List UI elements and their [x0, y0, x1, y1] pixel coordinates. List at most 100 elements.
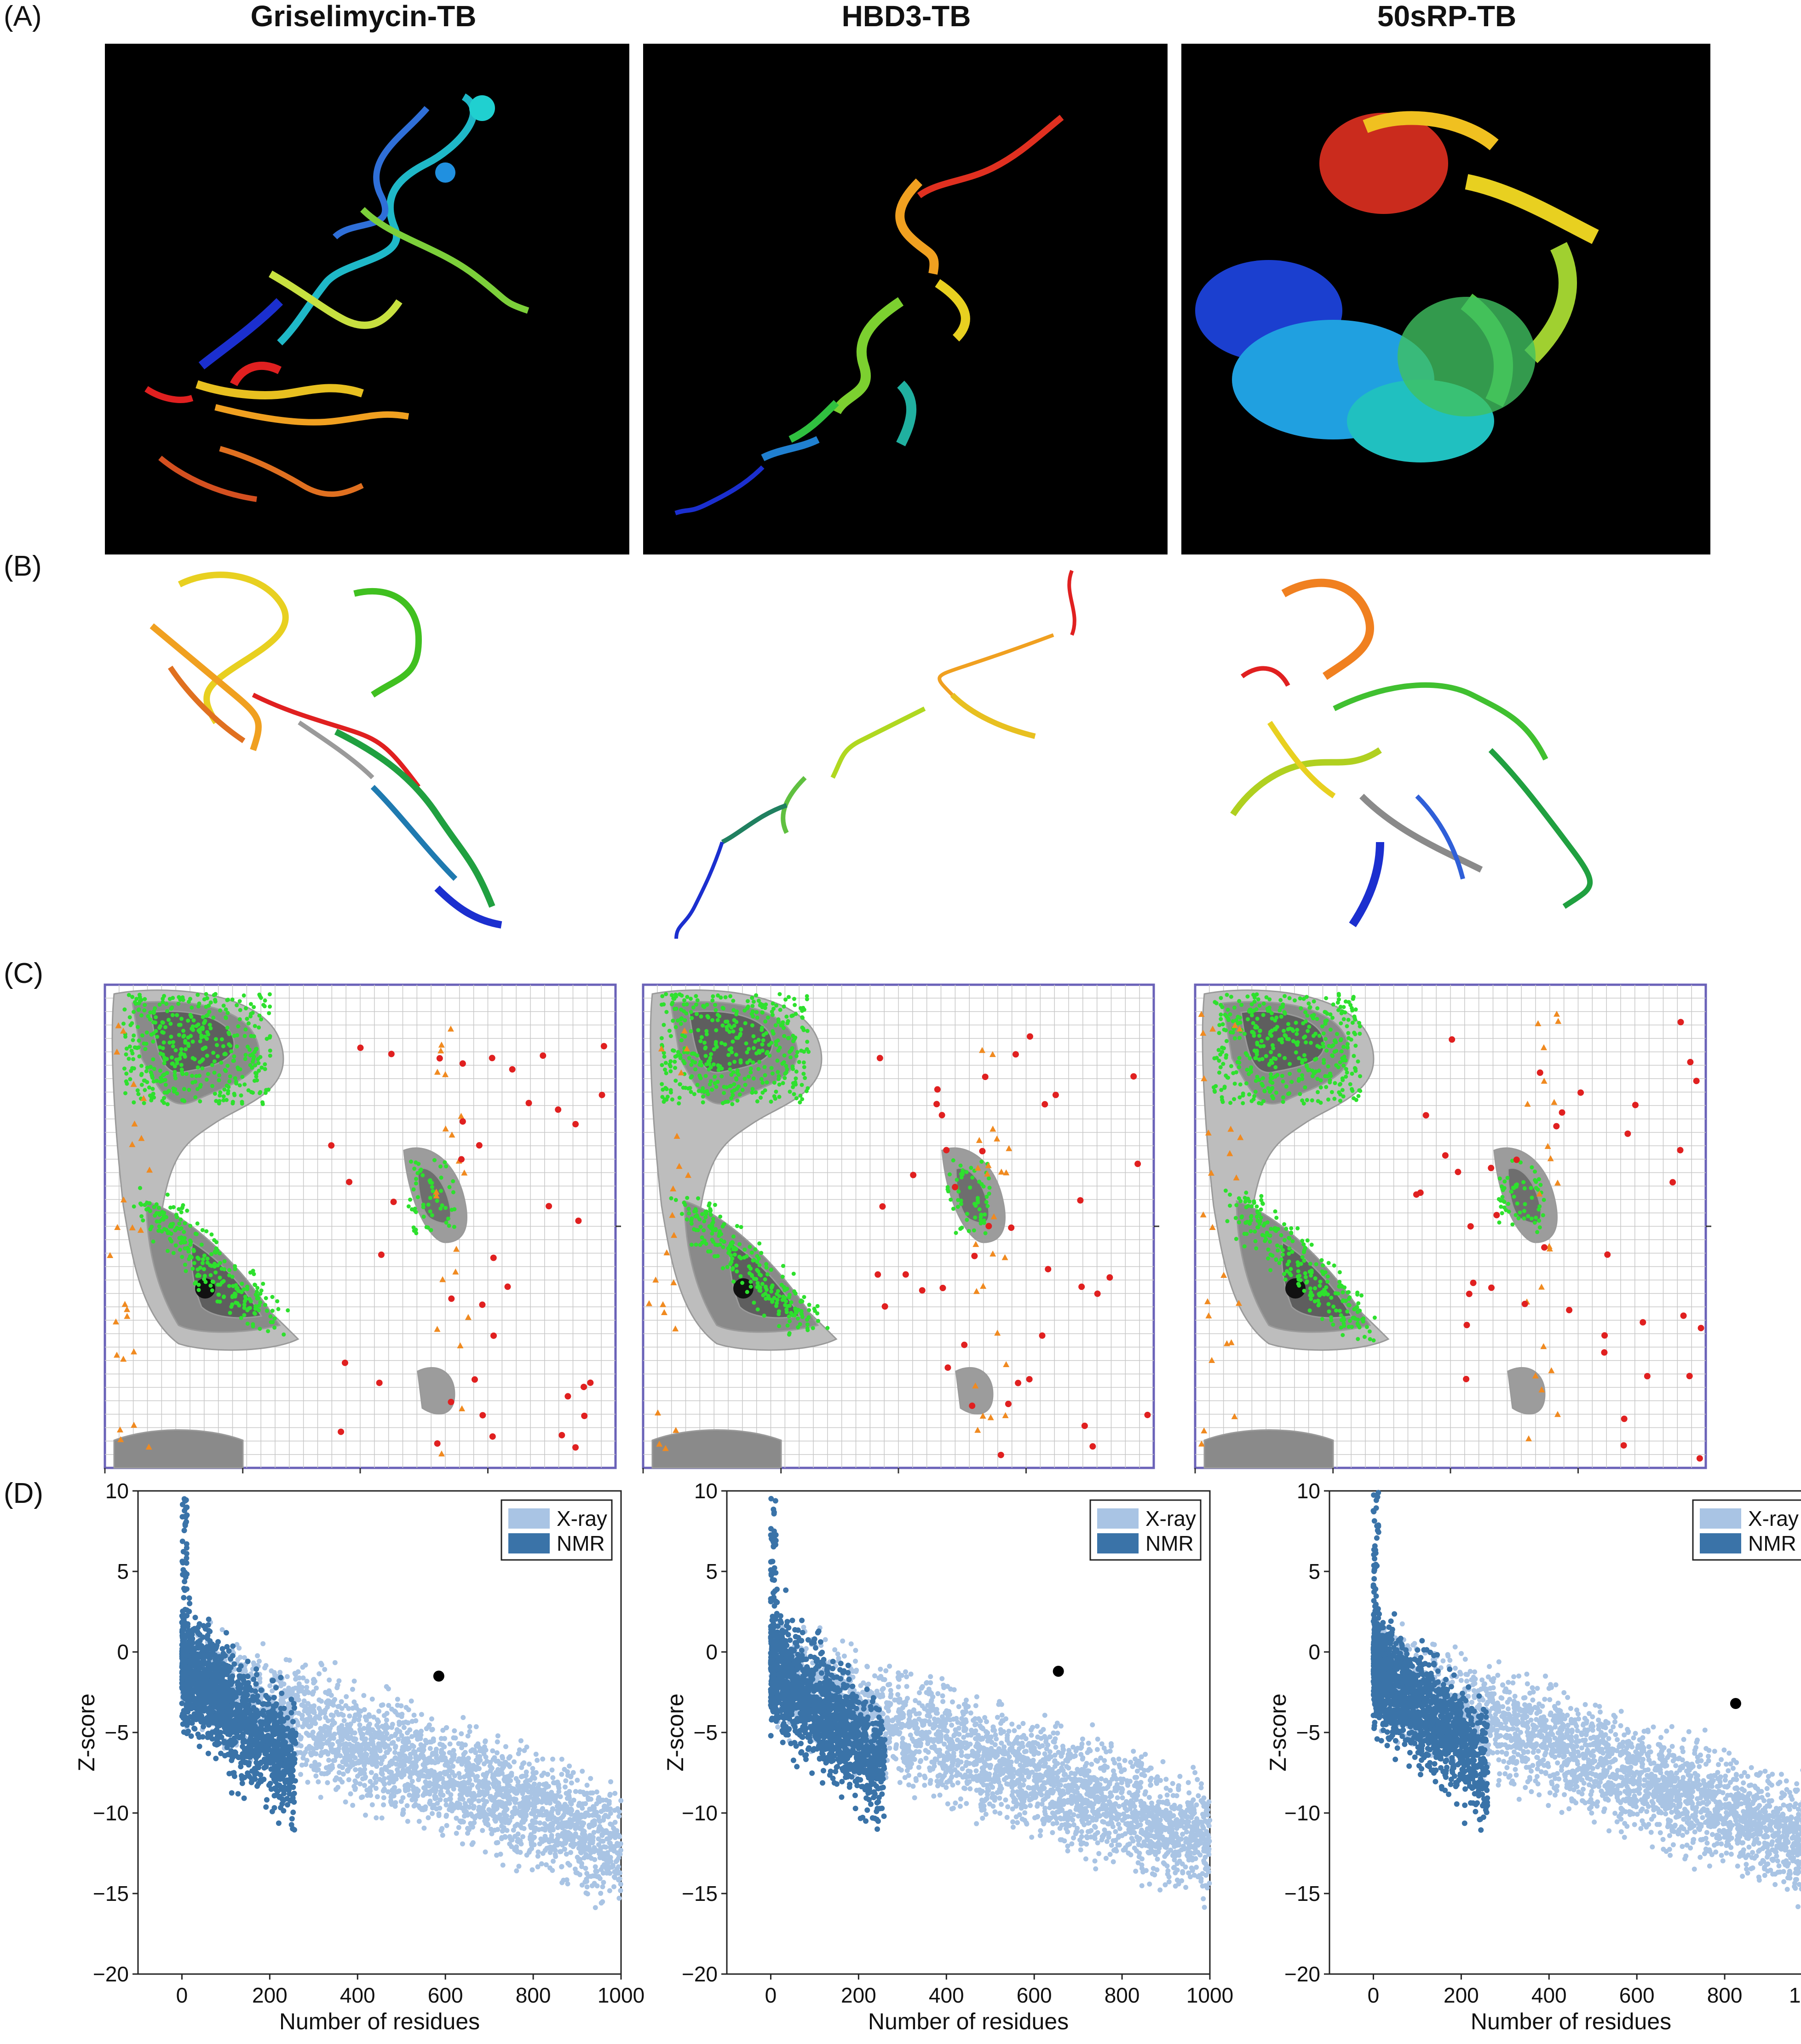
xray-point: [386, 1736, 391, 1742]
nmr-point: [253, 1681, 259, 1687]
xray-point: [351, 1678, 357, 1684]
xray-point: [414, 1786, 420, 1792]
xray-point: [522, 1748, 527, 1753]
xray-point: [576, 1815, 582, 1821]
nmr-point: [200, 1734, 206, 1740]
xray-point: [318, 1711, 323, 1716]
xray-point: [573, 1826, 578, 1831]
xray-point: [1051, 1730, 1056, 1736]
xray-point: [410, 1760, 415, 1766]
xray-point: [503, 1790, 509, 1796]
xray-point: [529, 1838, 535, 1843]
nmr-point: [224, 1709, 230, 1715]
xray-point: [564, 1877, 570, 1882]
xray-point: [293, 1676, 299, 1682]
xray-point: [352, 1778, 358, 1784]
xray-point: [381, 1725, 386, 1730]
nmr-point: [278, 1674, 284, 1680]
nmr-point: [288, 1779, 294, 1785]
xray-point: [535, 1864, 541, 1870]
xray-point: [369, 1761, 375, 1767]
nmr-point: [288, 1798, 293, 1804]
xray-point: [463, 1742, 468, 1748]
xray-point: [398, 1799, 404, 1804]
xray-point: [517, 1804, 523, 1809]
xray-point: [494, 1758, 499, 1764]
xray-point: [539, 1861, 544, 1866]
xray-point: [483, 1739, 488, 1744]
xray-point: [347, 1713, 352, 1719]
xray-point: [955, 1780, 961, 1785]
xray-point: [611, 1844, 616, 1849]
xray-point: [507, 1818, 512, 1824]
nmr-point: [258, 1687, 264, 1693]
xray-point: [493, 1819, 498, 1824]
nmr-point: [240, 1751, 246, 1757]
xray-point: [542, 1821, 547, 1826]
xray-point: [618, 1798, 624, 1803]
xray-point: [949, 1722, 955, 1728]
legend-xray: X-ray: [557, 1507, 607, 1530]
nmr-point: [181, 1618, 187, 1624]
xray-point: [318, 1661, 324, 1666]
xray-point: [559, 1864, 564, 1869]
xray-point: [540, 1756, 546, 1762]
xray-point: [979, 1797, 984, 1803]
y-tick-label: −5: [105, 1721, 129, 1744]
xray-point: [545, 1772, 551, 1777]
y-tick-label: −20: [93, 1962, 129, 1986]
xray-point: [338, 1753, 343, 1758]
xray-point: [1022, 1749, 1027, 1755]
xray-point: [550, 1807, 556, 1812]
xray-point: [411, 1712, 417, 1718]
xray-point: [419, 1728, 424, 1734]
nmr-point: [282, 1739, 288, 1745]
xray-point: [546, 1784, 551, 1789]
xray-point: [935, 1691, 941, 1697]
xray-point: [513, 1848, 519, 1853]
xray-point: [403, 1741, 408, 1746]
nmr-point: [195, 1645, 201, 1651]
xray-point: [429, 1716, 434, 1721]
xray-point: [447, 1807, 452, 1813]
nmr-point: [285, 1744, 291, 1750]
xray-point: [397, 1729, 403, 1734]
xray-point: [334, 1685, 340, 1691]
nmr-point: [187, 1600, 193, 1606]
nmr-point: [211, 1666, 217, 1672]
xray-point: [477, 1814, 483, 1820]
xray-point: [495, 1827, 501, 1832]
nmr-point: [195, 1629, 201, 1635]
nmr-point: [179, 1700, 185, 1706]
xray-point: [611, 1848, 617, 1854]
xray-point: [588, 1835, 593, 1840]
xray-point: [523, 1806, 528, 1811]
xray-point: [367, 1791, 373, 1796]
x-axis-label: Number of residues: [279, 2009, 480, 2034]
xray-point: [968, 1710, 973, 1716]
xray-point: [330, 1718, 335, 1723]
xray-point: [823, 1637, 828, 1642]
xray-point: [311, 1703, 317, 1709]
xray-point: [590, 1823, 596, 1828]
xray-point: [520, 1834, 526, 1840]
xray-point: [390, 1721, 395, 1727]
xray-point: [609, 1822, 615, 1827]
nmr-point: [212, 1660, 218, 1666]
xray-point: [295, 1669, 301, 1674]
xray-point: [449, 1759, 454, 1765]
xray-point: [433, 1749, 438, 1755]
xray-point: [864, 1663, 870, 1669]
xray-point: [260, 1641, 266, 1646]
xray-point: [1185, 1780, 1191, 1785]
nmr-point: [207, 1688, 213, 1694]
structure-render-hbd3: [643, 44, 1168, 554]
xray-point: [572, 1866, 578, 1872]
xray-point: [421, 1785, 426, 1790]
xray-point: [537, 1820, 543, 1826]
xray-point: [313, 1773, 319, 1778]
xray-point: [447, 1741, 453, 1747]
xray-point: [537, 1841, 542, 1847]
xray-point: [374, 1815, 379, 1820]
xray-point: [317, 1715, 322, 1721]
